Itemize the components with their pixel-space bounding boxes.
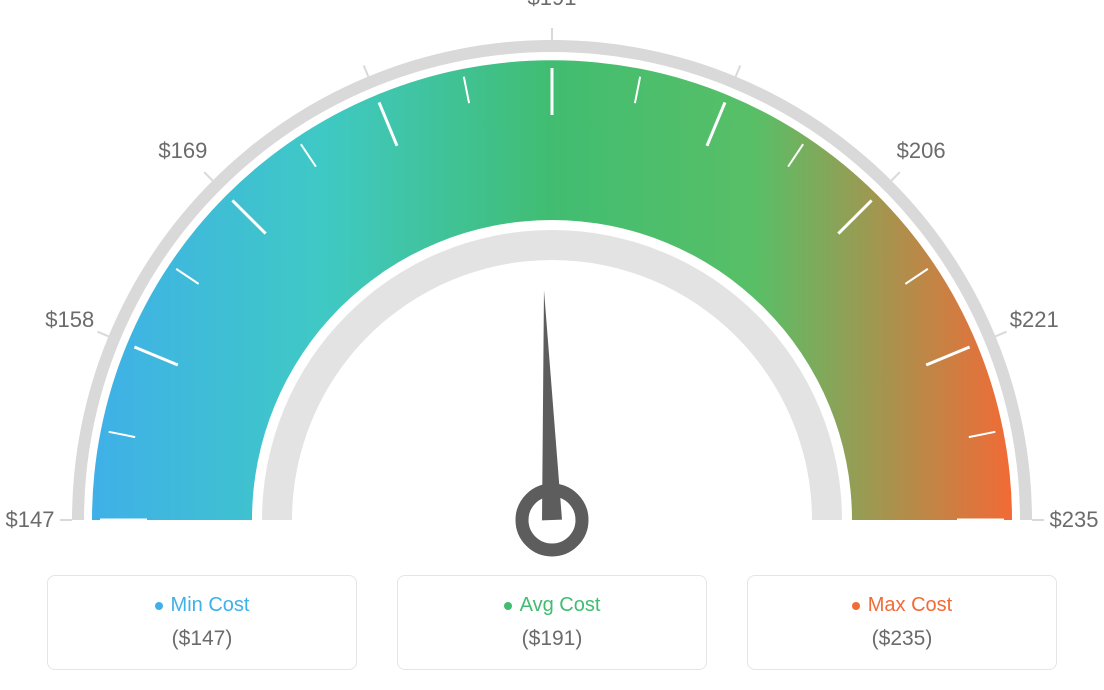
gauge-tick-label: $158 <box>45 307 94 333</box>
gauge-svg <box>0 0 1104 560</box>
legend-avg-label: Avg Cost <box>520 594 601 617</box>
legend-min-dot <box>155 602 163 610</box>
legend-row: Min Cost ($147) Avg Cost ($191) Max Cost… <box>0 575 1104 670</box>
legend-avg-title: Avg Cost <box>504 594 601 617</box>
legend-min-label: Min Cost <box>171 594 250 617</box>
gauge-tick-label: $191 <box>528 0 577 11</box>
legend-avg-value: ($191) <box>408 627 696 651</box>
gauge-tick-label: $235 <box>1050 507 1099 533</box>
gauge-tick-label: $221 <box>1010 307 1059 333</box>
gauge-tick-label: $147 <box>6 507 55 533</box>
legend-avg-card: Avg Cost ($191) <box>397 575 707 670</box>
gauge-tick-label: $206 <box>897 138 946 164</box>
legend-min-title: Min Cost <box>155 594 250 617</box>
legend-max-value: ($235) <box>758 627 1046 651</box>
gauge-tick-label: $169 <box>158 138 207 164</box>
cost-gauge: $147 $158 $169 $191 $206 $221 $235 <box>0 0 1104 560</box>
legend-max-dot <box>852 602 860 610</box>
legend-min-card: Min Cost ($147) <box>47 575 357 670</box>
legend-avg-dot <box>504 602 512 610</box>
legend-max-card: Max Cost ($235) <box>747 575 1057 670</box>
legend-max-title: Max Cost <box>852 594 952 617</box>
legend-min-value: ($147) <box>58 627 346 651</box>
legend-max-label: Max Cost <box>868 594 952 617</box>
